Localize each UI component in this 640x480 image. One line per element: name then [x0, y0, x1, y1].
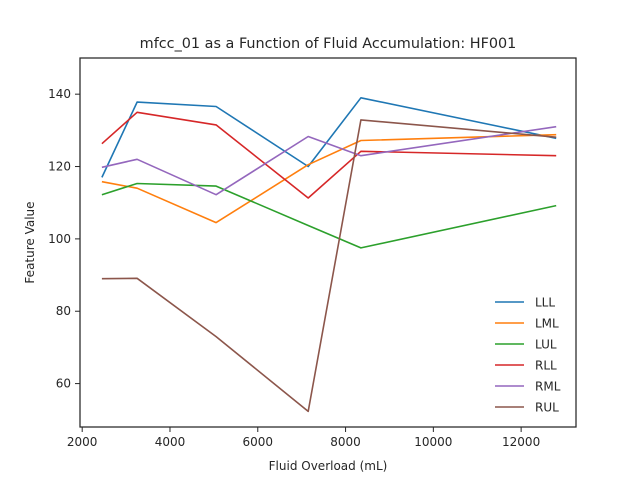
y-tick-label: 60 [56, 377, 71, 391]
plot-area [101, 97, 557, 413]
legend-label-lml: LML [535, 317, 559, 331]
y-tick-label: 100 [48, 232, 71, 246]
series-line-rll [101, 111, 557, 199]
legend-label-rul: RUL [535, 401, 559, 415]
y-tick-label: 120 [48, 160, 71, 174]
y-axis-label: Feature Value [23, 201, 37, 283]
x-tick-label: 12000 [502, 435, 540, 449]
chart-title: mfcc_01 as a Function of Fluid Accumulat… [140, 36, 517, 52]
x-axis: 2000 4000 6000 8000 10000 12000 [67, 427, 540, 449]
x-tick-label: 8000 [330, 435, 361, 449]
x-axis-label: Fluid Overload (mL) [269, 459, 388, 473]
series-line-lll [101, 97, 557, 178]
series-line-lml [101, 133, 557, 224]
legend: LLL LML LUL RLL RML RUL [495, 296, 561, 415]
y-tick-label: 80 [56, 304, 71, 318]
y-tick-label: 140 [48, 87, 71, 101]
x-tick-label: 2000 [67, 435, 98, 449]
y-axis: 60 80 100 120 140 [48, 87, 80, 391]
legend-label-rml: RML [535, 380, 561, 394]
series-line-rml [101, 125, 557, 196]
legend-label-rll: RLL [535, 359, 557, 373]
series-line-lul [101, 182, 557, 249]
legend-label-lul: LUL [535, 338, 557, 352]
x-tick-label: 10000 [414, 435, 452, 449]
legend-label-lll: LLL [535, 296, 555, 310]
series-line-rul [101, 119, 557, 413]
x-tick-label: 6000 [242, 435, 273, 449]
x-tick-label: 4000 [155, 435, 186, 449]
axes-frame [79, 57, 577, 428]
